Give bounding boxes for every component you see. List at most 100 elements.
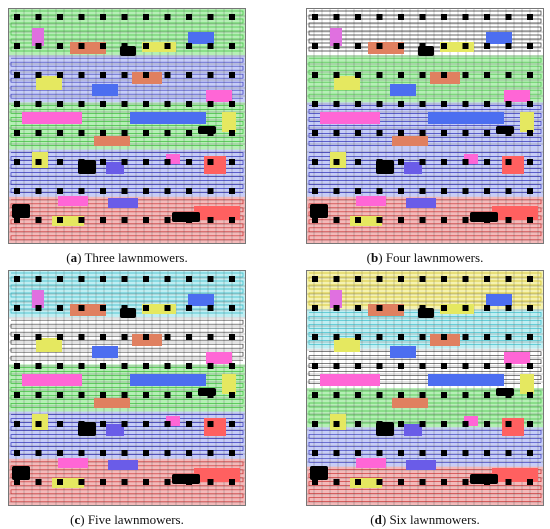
panel-b — [306, 8, 544, 244]
large-obstacle — [198, 388, 216, 396]
large-obstacle — [496, 388, 514, 396]
tree-marker — [229, 363, 235, 369]
tree-marker — [419, 363, 426, 369]
mower-path — [308, 311, 542, 345]
tree-marker — [100, 217, 106, 223]
obstacle-block — [428, 112, 504, 124]
tree-marker — [312, 14, 318, 20]
obstacle-block — [404, 162, 422, 174]
obstacle-block — [194, 468, 240, 482]
tree-marker — [57, 363, 63, 369]
tree-marker — [355, 479, 361, 485]
tree-marker — [462, 421, 469, 427]
tree-marker — [312, 101, 318, 107]
tree-marker — [312, 363, 318, 369]
panel-a-map — [8, 8, 246, 244]
tree-marker — [376, 479, 383, 485]
tree-marker — [505, 43, 512, 49]
obstacle-block — [464, 154, 478, 164]
tree-marker — [462, 450, 469, 456]
obstacle-block — [356, 458, 386, 468]
tree-marker — [312, 305, 318, 311]
tree-marker — [419, 392, 426, 398]
tree-marker — [398, 101, 404, 107]
obstacle-block — [502, 156, 524, 174]
tree-marker — [312, 159, 318, 165]
tree-marker — [57, 101, 63, 107]
caption-b-text: Four lawnmowers. — [385, 250, 484, 265]
large-obstacle — [470, 212, 498, 222]
tree-marker — [527, 188, 533, 194]
tree-marker — [14, 334, 20, 340]
tree-marker — [78, 130, 85, 136]
obstacle-block — [94, 136, 130, 146]
tree-marker — [186, 43, 192, 49]
tree-marker — [312, 450, 318, 456]
tree-marker — [333, 72, 340, 78]
caption-d-text: Six lawnmowers. — [389, 512, 480, 527]
tree-marker — [484, 305, 490, 311]
tree-marker — [229, 305, 235, 311]
obstacle-block — [22, 374, 82, 386]
tree-marker — [527, 392, 533, 398]
tree-marker — [186, 101, 192, 107]
tree-marker — [229, 276, 235, 282]
large-obstacle — [310, 204, 328, 218]
tree-marker — [505, 450, 512, 456]
tree-marker — [527, 72, 533, 78]
tree-marker — [78, 334, 85, 340]
panel-d — [306, 270, 544, 506]
tree-marker — [441, 450, 447, 456]
caption-d-letter: d — [374, 512, 382, 527]
tree-marker — [462, 305, 469, 311]
tree-marker — [207, 450, 214, 456]
tree-marker — [100, 450, 106, 456]
tree-marker — [376, 217, 383, 223]
obstacle-block — [206, 352, 232, 364]
tree-marker — [229, 101, 235, 107]
large-obstacle — [496, 126, 514, 134]
large-obstacle — [172, 212, 200, 222]
tree-marker — [398, 421, 404, 427]
tree-marker — [355, 43, 361, 49]
tree-marker — [441, 188, 447, 194]
mower-path — [308, 10, 542, 52]
obstacle-block — [142, 42, 176, 52]
tree-marker — [333, 14, 340, 20]
obstacle-block — [486, 32, 512, 44]
tree-marker — [333, 188, 340, 194]
tree-marker — [355, 421, 361, 427]
tree-marker — [14, 392, 20, 398]
obstacle-block — [188, 294, 214, 306]
tree-marker — [527, 159, 533, 165]
tree-marker — [78, 363, 85, 369]
tree-marker — [186, 392, 192, 398]
tree-marker — [229, 130, 235, 136]
tree-marker — [419, 188, 426, 194]
tree-marker — [376, 130, 383, 136]
tree-marker — [229, 421, 235, 427]
tree-marker — [441, 334, 447, 340]
tree-marker — [355, 392, 361, 398]
tree-marker — [14, 43, 20, 49]
tree-marker — [376, 43, 383, 49]
tree-marker — [143, 305, 149, 311]
tree-marker — [398, 188, 404, 194]
mower-path — [10, 319, 244, 361]
tree-marker — [229, 334, 235, 340]
tree-marker — [462, 14, 469, 20]
tree-marker — [312, 188, 318, 194]
caption-c-text: Five lawnmowers. — [87, 512, 184, 527]
tree-marker — [143, 421, 149, 427]
tree-marker — [35, 392, 42, 398]
tree-marker — [57, 305, 63, 311]
tree-marker — [527, 276, 533, 282]
tree-marker — [121, 188, 128, 194]
tree-marker — [355, 305, 361, 311]
mower-path — [10, 57, 244, 99]
tree-marker — [164, 159, 171, 165]
obstacle-block — [222, 112, 236, 132]
tree-marker — [527, 363, 533, 369]
map-border — [306, 270, 544, 506]
tree-marker — [376, 188, 383, 194]
